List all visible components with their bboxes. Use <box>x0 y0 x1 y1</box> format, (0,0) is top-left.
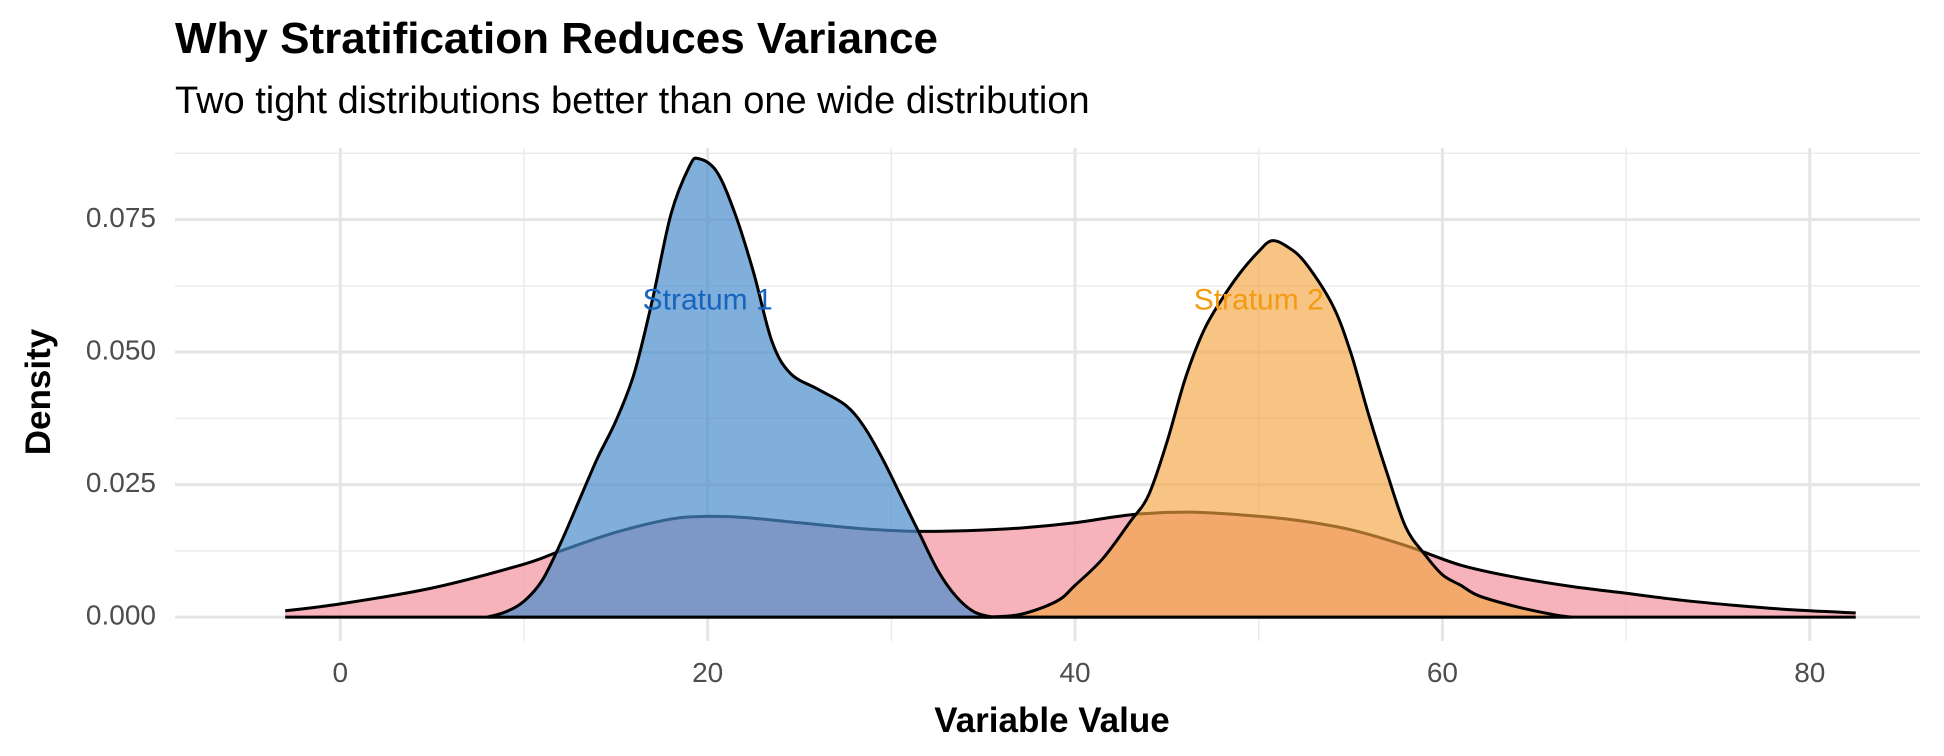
x-axis-title: Variable Value <box>934 701 1169 740</box>
y-tick-label: 0.050 <box>86 334 156 365</box>
x-tick-label: 60 <box>1427 657 1458 688</box>
x-tick-label: 40 <box>1059 657 1090 688</box>
x-axis-tick-labels: 0 20 40 60 80 <box>333 657 1826 688</box>
stratum-1-label: Stratum 1 <box>643 284 773 317</box>
x-tick-label: 20 <box>692 657 723 688</box>
stratum-annotations: Stratum 1 Stratum 2 <box>643 284 1324 317</box>
y-tick-label: 0.075 <box>86 202 156 233</box>
stratum-2-label: Stratum 2 <box>1194 284 1324 317</box>
y-axis-tick-labels: 0.000 0.025 0.050 0.075 <box>86 202 156 631</box>
chart-subtitle: Two tight distributions better than one … <box>175 80 1090 122</box>
x-tick-label: 80 <box>1794 657 1825 688</box>
x-tick-label: 0 <box>333 657 349 688</box>
stratum-1-density-area-outline <box>486 156 993 619</box>
density-areas <box>285 156 1856 619</box>
y-tick-label: 0.025 <box>86 467 156 498</box>
stratum-1-density-area <box>487 158 993 618</box>
chart-title: Why Stratification Reduces Variance <box>175 14 938 63</box>
stratum-2-density-area-outline <box>983 239 1572 619</box>
y-axis-title: Density <box>19 328 58 455</box>
grid-lines <box>175 148 1920 641</box>
y-tick-label: 0.000 <box>86 600 156 631</box>
